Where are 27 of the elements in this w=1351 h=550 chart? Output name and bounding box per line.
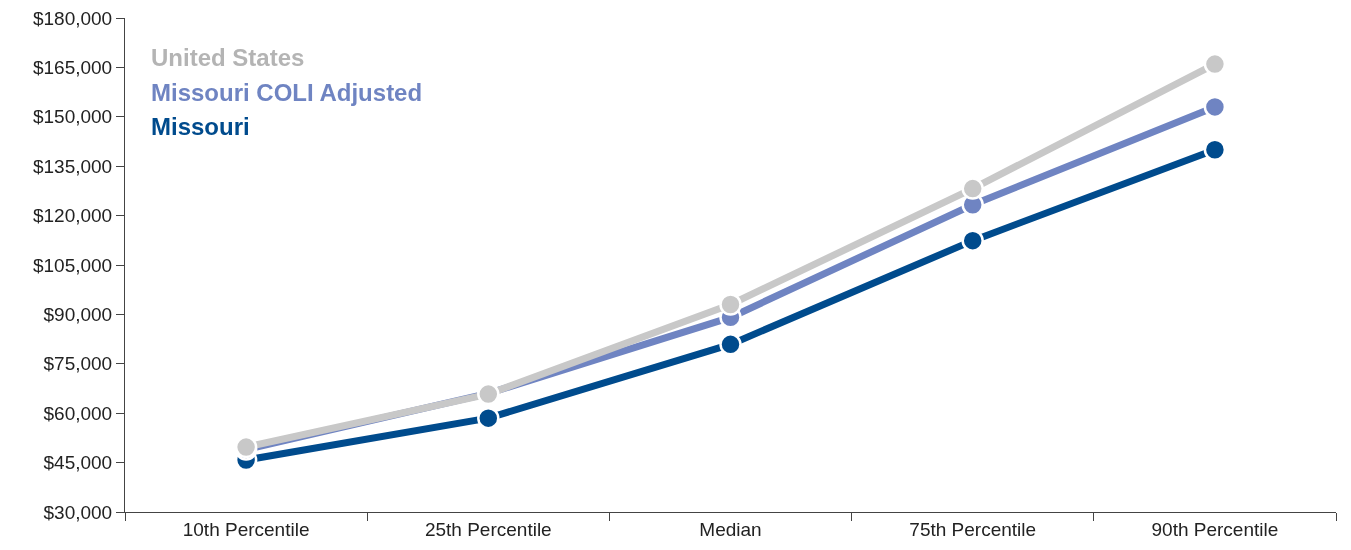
y-tick-label: $150,000 bbox=[32, 106, 113, 128]
text: Missouri bbox=[151, 113, 250, 140]
point bbox=[961, 177, 984, 200]
point bbox=[719, 333, 742, 356]
y-tick-label: $105,000 bbox=[32, 254, 113, 276]
x-tick-label: Median bbox=[699, 518, 762, 540]
x-tick-label: 10th Percentile bbox=[182, 518, 310, 540]
point bbox=[961, 229, 984, 252]
y-tick-label: $90,000 bbox=[43, 304, 113, 326]
y-tick-label: $45,000 bbox=[43, 452, 113, 474]
point bbox=[1203, 95, 1227, 119]
y-tick-label: $165,000 bbox=[32, 57, 113, 79]
y-tick-label: $180,000 bbox=[32, 7, 113, 29]
point bbox=[719, 293, 742, 316]
y-tick-label: $30,000 bbox=[43, 501, 113, 523]
point bbox=[1203, 138, 1227, 161]
text: United States bbox=[151, 44, 305, 71]
y-tick-label: $60,000 bbox=[43, 402, 113, 424]
x-tick-label: 90th Percentile bbox=[1151, 518, 1279, 540]
y-tick-label: $135,000 bbox=[32, 155, 113, 177]
point bbox=[477, 406, 500, 430]
y-tick-label: $75,000 bbox=[43, 353, 113, 375]
x-tick-label: 75th Percentile bbox=[909, 518, 1037, 540]
point bbox=[1203, 52, 1227, 76]
text: Missouri COLI Adjusted bbox=[151, 79, 423, 106]
y-tick-label: $120,000 bbox=[32, 205, 113, 227]
x-tick-label: 25th Percentile bbox=[424, 518, 552, 540]
